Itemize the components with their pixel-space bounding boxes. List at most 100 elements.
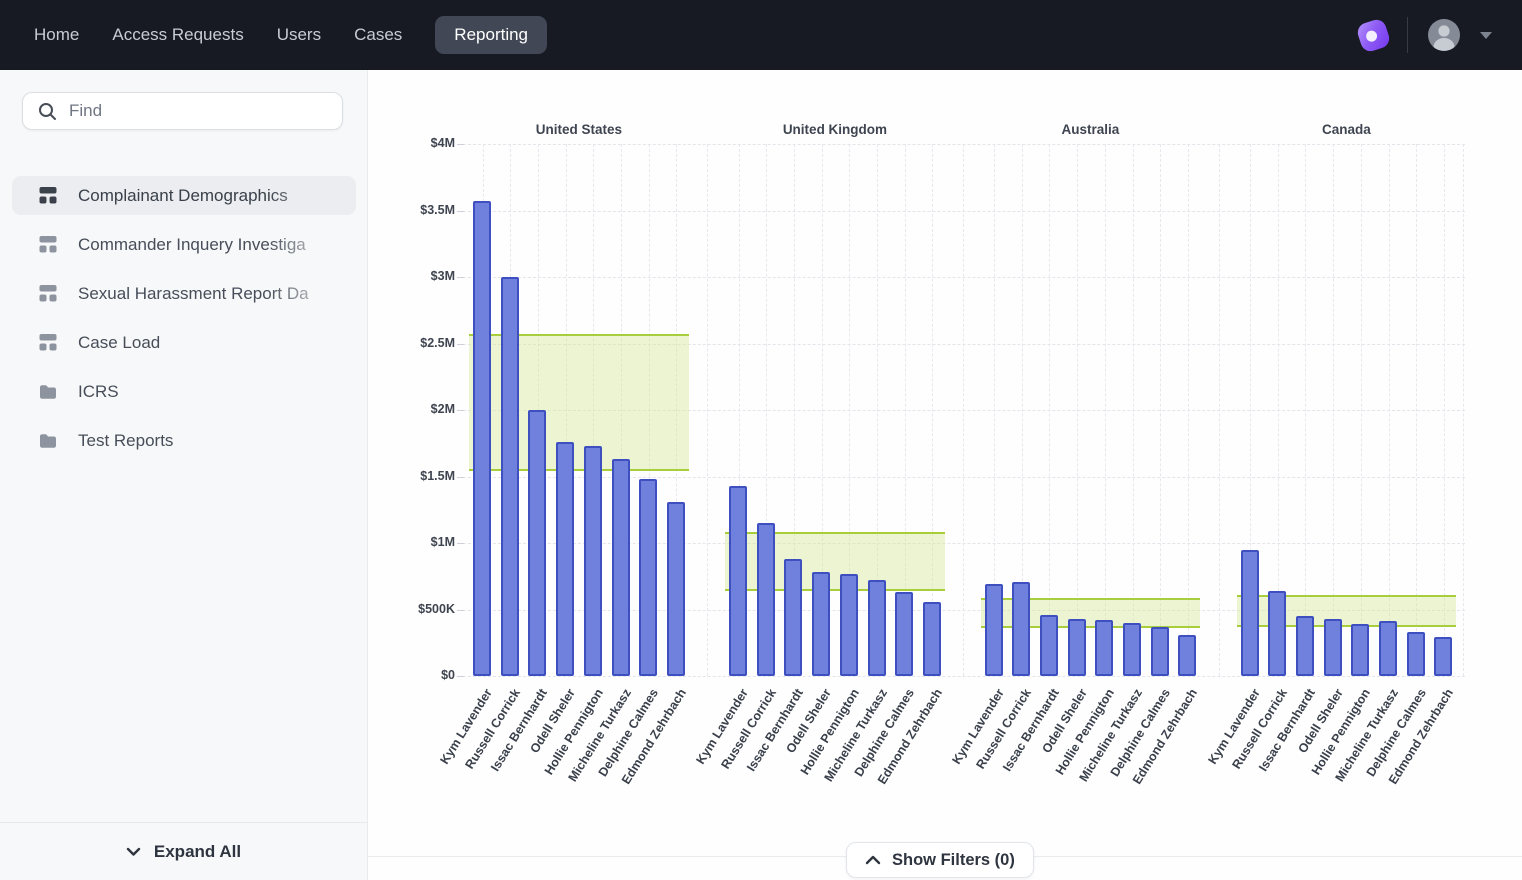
sidebar-item-label: Case Load (78, 332, 161, 352)
gridline (1218, 144, 1220, 676)
bar-canada-micheline-turkasz[interactable] (1379, 621, 1397, 676)
folder-icon (39, 383, 57, 400)
bar-australia-edmond-zehrbach[interactable] (1178, 634, 1197, 676)
y-axis-tick-label: $1M (430, 535, 455, 549)
nav-items: Home Access Requests Users Cases Reporting (34, 16, 548, 54)
gridline (821, 144, 823, 676)
bar-united-kingdom-issac-bernhardt[interactable] (784, 558, 803, 676)
bar-united-states-edmond-zehrbach[interactable] (666, 501, 685, 676)
report-list: Complainant Demographics Commander Inquer… (0, 176, 368, 460)
nav-item-home[interactable]: Home (34, 25, 80, 44)
sidebar-item-case-load[interactable]: Case Load (12, 323, 356, 362)
gridline (676, 144, 678, 676)
bar-united-states-hollie-pennigton[interactable] (583, 445, 602, 676)
bar-united-states-odell-sheler[interactable] (556, 441, 575, 676)
bar-united-kingdom-hollie-pennigton[interactable] (839, 573, 858, 676)
y-axis-tick (457, 144, 464, 145)
nav-item-cases[interactable]: Cases (354, 25, 403, 44)
gridline (1277, 144, 1279, 676)
y-axis-tick-label: $500K (418, 601, 455, 616)
user-avatar[interactable] (1427, 18, 1461, 52)
bar-united-states-russell-corrick[interactable] (500, 277, 519, 676)
profile-caret-down-icon[interactable] (1480, 31, 1492, 39)
bar-canada-issac-bernhardt[interactable] (1295, 616, 1314, 676)
bar-united-kingdom-kym-lavender[interactable] (729, 485, 747, 676)
bar-canada-kym-lavender[interactable] (1240, 549, 1259, 676)
nav-item-reporting[interactable]: Reporting (435, 16, 548, 54)
gridline (1388, 144, 1390, 676)
bar-canada-edmond-zehrbach[interactable] (1434, 637, 1453, 676)
bar-united-states-micheline-turkasz[interactable] (611, 459, 630, 676)
group-title-canada: Canada (1322, 122, 1371, 137)
bar-united-kingdom-odell-sheler[interactable] (812, 572, 831, 676)
bar-canada-delphine-calmes[interactable] (1406, 632, 1425, 676)
sidebar-item-label: Commander Inquery Investiga (78, 234, 306, 254)
bar-canada-hollie-pennigton[interactable] (1351, 624, 1370, 676)
bar-canada-odell-sheler[interactable] (1323, 618, 1342, 676)
y-axis-tick (457, 676, 464, 677)
gridline (1443, 144, 1445, 676)
chevron-down-icon (126, 847, 141, 856)
gridline (1333, 144, 1335, 676)
bar-australia-russell-corrick[interactable] (1012, 581, 1031, 676)
y-axis-tick (457, 476, 464, 478)
gridline (849, 144, 851, 676)
expand-all-button[interactable]: Expand All (0, 822, 367, 880)
bar-australia-micheline-turkasz[interactable] (1123, 622, 1141, 676)
gridline (962, 144, 964, 676)
y-axis-tick-label: $4M (430, 136, 455, 150)
gridline (1250, 144, 1251, 676)
gridline (707, 144, 708, 676)
y-axis-tick-label: $0 (441, 668, 455, 682)
sidebar-item-icrs[interactable]: ICRS (12, 372, 356, 411)
bar-canada-russell-corrick[interactable] (1268, 590, 1287, 676)
bar-united-kingdom-delphine-calmes[interactable] (895, 592, 914, 676)
show-filters-button[interactable]: Show Filters (0) (846, 842, 1034, 878)
y-axis-tick (457, 410, 464, 411)
chevron-up-icon (865, 855, 881, 865)
sidebar-item-label: Test Reports (78, 430, 174, 450)
search-icon (39, 102, 56, 120)
y-axis-tick (457, 343, 464, 345)
top-nav: Home Access Requests Users Cases Reporting (0, 0, 1522, 70)
sidebar-item-commander-inquery-investiga[interactable]: Commander Inquery Investiga (12, 225, 356, 264)
app-logo-icon[interactable] (1355, 16, 1392, 54)
sidebar-item-sexual-harassment-report-da[interactable]: Sexual Harassment Report Da (12, 274, 356, 313)
y-axis-tick (457, 543, 464, 544)
bar-australia-odell-sheler[interactable] (1067, 618, 1086, 676)
sidebar-item-label: ICRS (78, 381, 119, 401)
search-input[interactable] (69, 101, 319, 121)
nav-item-access-requests[interactable]: Access Requests (112, 25, 244, 44)
gridline (458, 676, 1465, 677)
show-filters-label: Show Filters (0) (892, 850, 1015, 869)
bar-australia-delphine-calmes[interactable] (1150, 626, 1169, 676)
bar-australia-issac-bernhardt[interactable] (1039, 614, 1058, 676)
sidebar: Complainant Demographics Commander Inquer… (0, 70, 368, 880)
gridline (565, 144, 567, 676)
gridline (877, 144, 878, 676)
sidebar-item-label: Complainant Demographics (78, 185, 288, 205)
bar-united-states-delphine-calmes[interactable] (639, 479, 658, 676)
bar-united-states-issac-bernhardt[interactable] (528, 410, 547, 676)
bar-australia-kym-lavender[interactable] (984, 584, 1003, 676)
gridline (1463, 144, 1464, 676)
nav-item-users[interactable]: Users (276, 25, 322, 44)
gridline (1104, 144, 1106, 676)
gridline (1160, 144, 1162, 676)
y-axis-tick (457, 277, 464, 278)
y-axis-tick (457, 210, 464, 212)
bar-united-kingdom-edmond-zehrbach[interactable] (922, 601, 941, 676)
group-title-united-states: United States (535, 122, 623, 137)
gridline (1132, 144, 1134, 676)
bar-australia-hollie-pennigton[interactable] (1095, 620, 1114, 676)
gridline (458, 210, 1465, 212)
gridline (1021, 144, 1023, 676)
gridline (621, 144, 622, 676)
bar-united-kingdom-micheline-turkasz[interactable] (867, 580, 886, 676)
bar-united-kingdom-russell-corrick[interactable] (756, 523, 775, 676)
gridline (793, 144, 795, 676)
sidebar-item-test-reports[interactable]: Test Reports (12, 421, 356, 460)
gridline (766, 144, 768, 676)
bar-united-states-kym-lavender[interactable] (473, 201, 491, 676)
sidebar-item-complainant-demographics[interactable]: Complainant Demographics (12, 176, 356, 215)
